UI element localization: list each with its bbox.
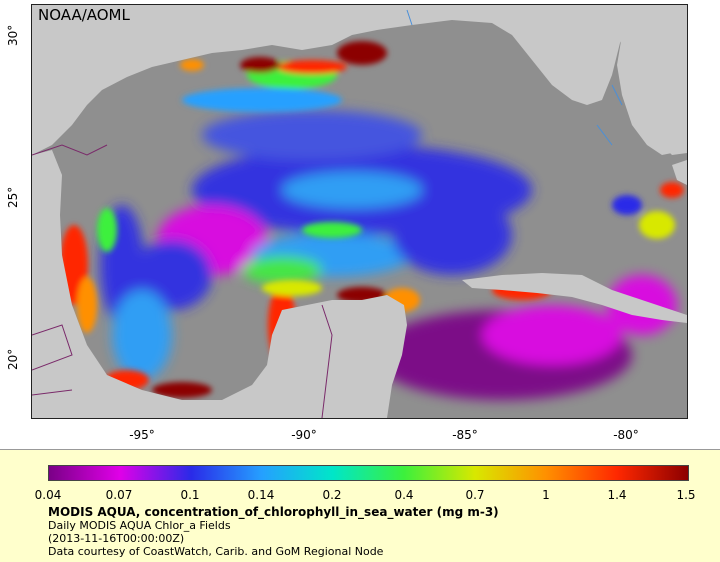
legend-panel: 0.04 0.07 0.1 0.14 0.2 0.4 0.7 1 1.4 1.5… xyxy=(0,449,720,562)
colorbar xyxy=(48,465,689,481)
data-credit: Data courtesy of CoastWatch, Carib. and … xyxy=(48,545,384,558)
colorbar-tick-label: 0.4 xyxy=(394,488,414,502)
rivers xyxy=(406,9,623,146)
lat-tick-label: 20° xyxy=(6,348,20,370)
land-cuba xyxy=(462,273,687,323)
chlorophyll-map[interactable] xyxy=(31,4,688,419)
lat-tick-label: 30° xyxy=(6,24,20,46)
chlorophyll-field xyxy=(100,20,687,400)
colorbar-tick-label: 0.04 xyxy=(34,488,62,502)
colorbar-tick-label: 1 xyxy=(542,488,550,502)
lon-tick-label: -90° xyxy=(291,428,317,442)
colorbar-tick-label: 0.2 xyxy=(322,488,342,502)
lon-tick-label: -80° xyxy=(613,428,639,442)
colorbar-tick-label: 1.4 xyxy=(607,488,627,502)
land-us-gulf-coast xyxy=(32,5,687,155)
colorbar-tick-label: 0.07 xyxy=(105,488,133,502)
lon-tick-label: -85° xyxy=(452,428,478,442)
lat-tick-label: 25° xyxy=(6,186,20,208)
colorbar-tick-label: 1.5 xyxy=(676,488,696,502)
map-canvas xyxy=(32,5,687,418)
land-florida xyxy=(592,5,687,155)
credit-label: NOAA/AOML xyxy=(38,6,130,24)
land-bahamas xyxy=(672,160,687,185)
colorbar-title: MODIS AQUA, concentration_of_chlorophyll… xyxy=(48,505,499,519)
political-borders xyxy=(32,144,333,418)
colorbar-tick-label: 0.14 xyxy=(247,488,275,502)
dataset-time: (2013-11-16T00:00:00Z) xyxy=(48,532,185,545)
land-mexico xyxy=(32,150,407,418)
lon-tick-label: -95° xyxy=(129,428,155,442)
colorbar-tick-label: 0.7 xyxy=(465,488,485,502)
dataset-name: Daily MODIS AQUA Chlor_a Fields xyxy=(48,519,231,532)
colorbar-tick-label: 0.1 xyxy=(180,488,200,502)
